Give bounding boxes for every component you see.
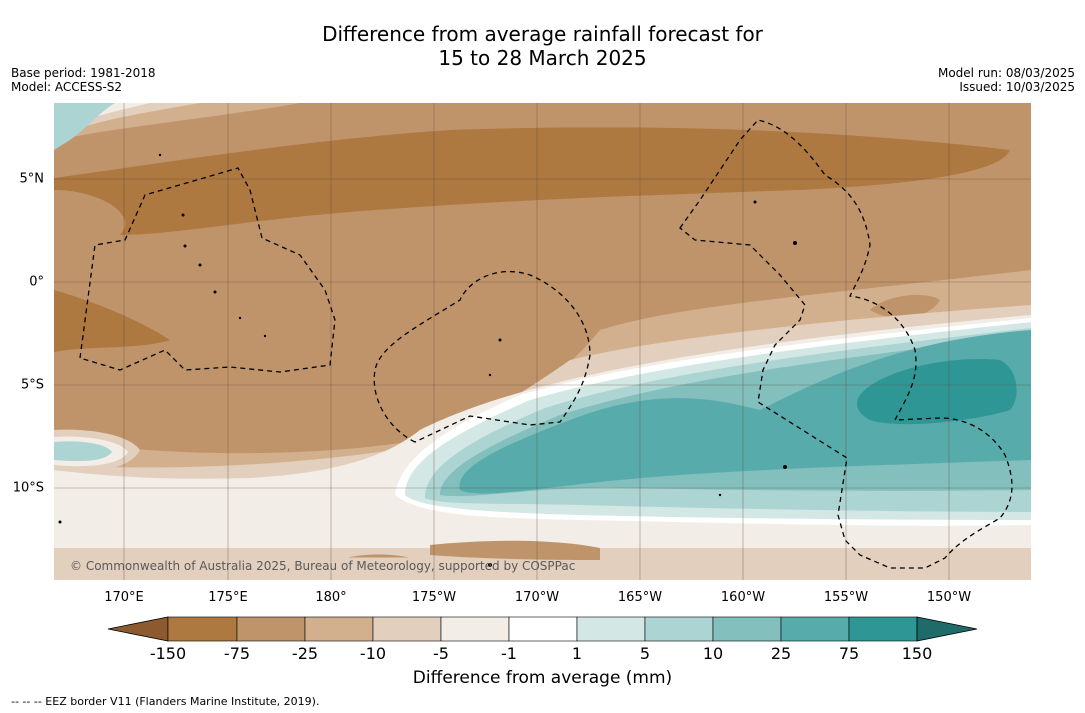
legend-tick-label: 150 <box>901 644 933 663</box>
legend-tick-label: -75 <box>223 644 251 663</box>
legend-tick-label: 5 <box>639 644 651 663</box>
field-south-streak <box>225 485 395 507</box>
longitude-label: 165°W <box>617 590 663 605</box>
map-field <box>54 103 1031 580</box>
longitude-label: 170°E <box>104 590 144 605</box>
graticule <box>54 103 1031 580</box>
latitude-label: 5°N <box>19 171 45 187</box>
meta-right: Model run: 08/03/2025 Issued: 10/03/2025 <box>938 66 1075 94</box>
field-south-dark-streak <box>430 540 600 560</box>
legend-tick-label: -5 <box>433 644 449 663</box>
colorbar-segment <box>712 616 782 642</box>
legend-tick-label: 25 <box>770 644 792 663</box>
longitude-label: 180° <box>315 590 347 605</box>
eez-borders <box>79 119 1013 569</box>
longitude-label: 175°E <box>208 590 248 605</box>
colorbar-segment <box>304 616 374 642</box>
island <box>238 316 242 320</box>
meta-left: Base period: 1981-2018 Model: ACCESS-S2 <box>11 66 156 94</box>
island <box>183 244 187 248</box>
colorbar-segment <box>167 616 238 642</box>
legend-tick-label: -10 <box>359 644 387 663</box>
island <box>158 153 162 157</box>
colorbar-arrow-low <box>107 616 169 642</box>
field-plus150 <box>857 359 1017 425</box>
colorbar-segment <box>780 616 850 642</box>
island <box>793 241 797 245</box>
colorbar-segment <box>644 616 714 642</box>
island <box>783 465 787 469</box>
longitude-label: 160°W <box>720 590 766 605</box>
field-west-patch-green <box>54 441 112 462</box>
legend-tick-label: -25 <box>291 644 319 663</box>
island <box>213 290 217 294</box>
island <box>753 200 757 204</box>
colorbar-segment <box>508 616 578 642</box>
map-title: Difference from average rainfall forecas… <box>0 22 1085 70</box>
field-north-darkband <box>54 127 1010 235</box>
latitude-label: 0° <box>29 274 44 290</box>
island <box>263 334 267 338</box>
legend-tick-label: 1 <box>571 644 583 663</box>
legend-tick-label: -150 <box>149 644 187 663</box>
island <box>488 373 492 377</box>
colorbar-segment <box>440 616 510 642</box>
title-line-2: 15 to 28 March 2025 <box>438 46 647 70</box>
base-period: Base period: 1981-2018 <box>11 66 156 80</box>
issued-date: Issued: 10/03/2025 <box>959 80 1075 94</box>
island <box>58 520 62 524</box>
island <box>488 563 492 567</box>
colorbar <box>107 616 978 642</box>
longitude-label: 170°W <box>514 590 560 605</box>
eez-border-tokelau <box>373 270 591 443</box>
colorbar-segment <box>372 616 442 642</box>
island <box>498 338 502 342</box>
model-name: Model: ACCESS-S2 <box>11 80 123 94</box>
legend-tick-label: -1 <box>501 644 517 663</box>
island <box>718 493 722 497</box>
field-south-edge <box>54 555 1031 580</box>
title-line-1: Difference from average rainfall forecas… <box>322 22 763 46</box>
model-run: Model run: 08/03/2025 <box>937 66 1075 80</box>
longitude-label: 150°W <box>926 590 972 605</box>
longitude-label: 155°W <box>823 590 869 605</box>
colorbar-segment <box>576 616 646 642</box>
latitude-label: 10°S <box>12 480 44 496</box>
eez-footer-note: -- -- -- EEZ border V11 (Flanders Marine… <box>11 695 320 708</box>
eez-border-cook <box>679 119 1013 569</box>
island <box>181 213 185 217</box>
colorbar-segment <box>236 616 306 642</box>
copyright-notice: © Commonwealth of Australia 2025, Bureau… <box>70 559 576 573</box>
legend-title: Difference from average (mm) <box>412 668 673 688</box>
latitude-label: 5°S <box>20 377 44 393</box>
field-northwest-green <box>54 103 115 150</box>
longitude-label: 175°W <box>411 590 457 605</box>
field-patch-152w <box>870 294 940 319</box>
legend-tick-label: 10 <box>702 644 724 663</box>
island <box>198 263 202 267</box>
islands <box>58 153 797 567</box>
field-plus75 <box>459 330 1031 494</box>
colorbar-arrow-high <box>916 616 978 642</box>
colorbar-segment <box>848 616 918 642</box>
legend-tick-label: 75 <box>838 644 860 663</box>
